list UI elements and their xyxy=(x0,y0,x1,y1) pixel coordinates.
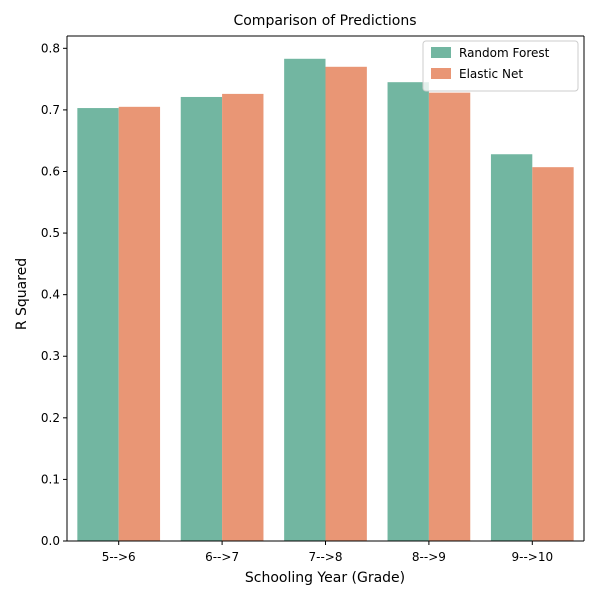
bar-1-1 xyxy=(222,93,264,541)
legend-label-1: Elastic Net xyxy=(459,67,523,81)
y-tick-label: 0.0 xyxy=(41,534,60,548)
x-tick-label: 8-->9 xyxy=(412,550,446,564)
bar-0-4 xyxy=(490,154,533,541)
bar-0-3 xyxy=(387,82,429,541)
bar-0-2 xyxy=(284,58,326,541)
bar-1-0 xyxy=(118,106,161,541)
y-tick-label: 0.7 xyxy=(41,103,60,117)
y-tick-label: 0.8 xyxy=(41,41,60,55)
bar-0-1 xyxy=(180,96,223,541)
y-tick-label: 0.4 xyxy=(41,288,60,302)
x-tick-label: 7-->8 xyxy=(309,550,343,564)
y-tick-label: 0.2 xyxy=(41,411,60,425)
legend-label-0: Random Forest xyxy=(459,46,550,60)
legend-swatch-0 xyxy=(431,47,451,58)
y-axis-label: R Squared xyxy=(14,258,30,330)
x-tick-label: 9-->10 xyxy=(511,550,553,564)
bars-group xyxy=(77,58,574,542)
legend: Random Forest Elastic Net xyxy=(422,40,579,92)
bar-0-0 xyxy=(77,108,119,542)
bar-1-4 xyxy=(532,167,574,542)
x-tick-label: 6-->7 xyxy=(205,550,239,564)
bar-1-3 xyxy=(428,92,471,541)
bar-1-2 xyxy=(325,66,367,541)
axes-group: 0.0 0.1 0.2 0.3 0.4 0.5 0.6 0.7 0.8 5-->6 6-->7 7--… xyxy=(41,35,585,564)
y-tick-label: 0.5 xyxy=(41,226,60,240)
chart-title: Comparison of Predictions xyxy=(233,13,416,29)
y-tick-label: 0.3 xyxy=(41,349,60,363)
legend-box xyxy=(422,40,579,92)
x-tick-label: 5-->6 xyxy=(102,550,136,564)
y-tick-label: 0.6 xyxy=(41,164,60,178)
y-tick-label: 0.1 xyxy=(41,472,60,486)
legend-swatch-1 xyxy=(431,68,451,79)
x-axis-label: Schooling Year (Grade) xyxy=(245,570,405,586)
